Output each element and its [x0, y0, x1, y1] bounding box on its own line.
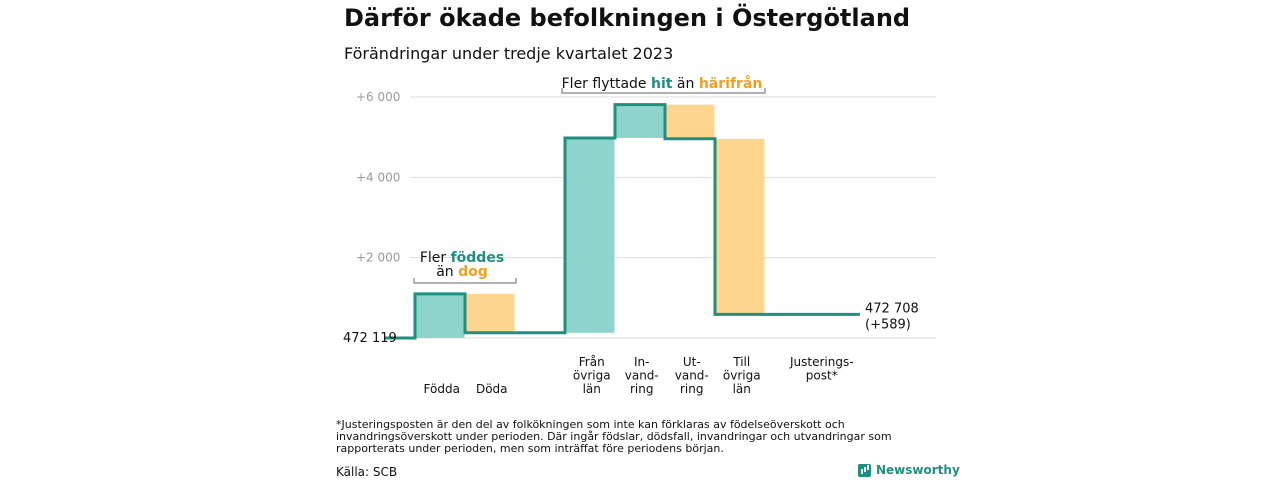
x-category-label: Justerings-post* [789, 355, 854, 383]
chart-subtitle: Förändringar under tredje kvartalet 2023 [344, 44, 674, 63]
annotation-bracket [561, 88, 766, 94]
waterfall-bar [665, 104, 715, 139]
annotation-migration: Fler flyttade hit än härifrån [562, 75, 763, 92]
x-category-label: Ut-vand-ring [675, 355, 709, 396]
annotation-births-line1: Fler föddes [420, 250, 504, 266]
x-category-label: In-vand-ring [625, 355, 659, 396]
x-category-label: Födda [424, 382, 460, 396]
x-category-label: Till övriga län [723, 355, 761, 396]
waterfall-bar [565, 137, 615, 333]
end-value-label: 472 708 [865, 301, 919, 316]
y-tick-label: +6 000 [356, 90, 400, 104]
waterfall-bar [465, 293, 515, 333]
start-value-label: 472 119 [343, 331, 397, 346]
annotation-births-line2: än dog [436, 264, 488, 280]
chart-title: Därför ökade befolkningen i Östergötland [344, 4, 911, 32]
source-label: Källa: SCB [336, 465, 398, 479]
bar-chart-icon [858, 463, 871, 477]
waterfall-chart: +2 000 +4 000 +6 000 Födda Döda Från övriga lä… [343, 75, 936, 396]
brand-name: Newsworthy [876, 463, 960, 477]
waterfall-bar [715, 138, 765, 315]
waterfall-bar [415, 293, 465, 338]
waterfall-step-line [384, 103, 860, 340]
x-category-label: Från övriga län [573, 355, 611, 396]
annotation-bracket [413, 278, 517, 284]
y-tick-label: +4 000 [356, 170, 400, 184]
brand-logo: Newsworthy [858, 463, 960, 477]
footnote: *Justeringsposten är den del av folkökni… [336, 418, 892, 455]
x-category-label: Döda [476, 382, 508, 396]
end-change-label: (+589) [865, 317, 911, 332]
waterfall-bar [615, 104, 665, 138]
y-tick-label: +2 000 [356, 251, 400, 265]
